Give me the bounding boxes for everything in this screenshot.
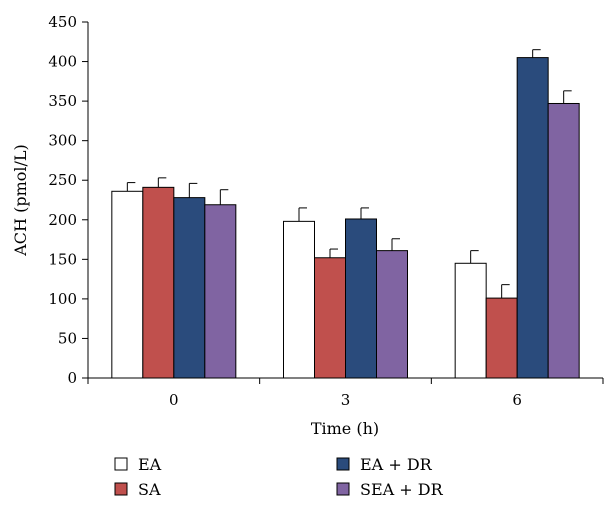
bar xyxy=(173,197,206,379)
plot-area xyxy=(111,49,580,379)
y-tick-label: 150 xyxy=(48,250,77,268)
bar xyxy=(485,297,518,379)
legend: EA SA EA + DR SEA + DR xyxy=(114,455,444,499)
legend-label: EA xyxy=(138,455,162,474)
bar xyxy=(454,262,487,379)
y-tick-label: 100 xyxy=(48,290,77,308)
legend-label: SEA + DR xyxy=(360,480,444,499)
y-tick-label: 250 xyxy=(48,171,77,189)
bar xyxy=(283,220,315,379)
y-tick-label: 50 xyxy=(58,329,77,347)
legend-swatch xyxy=(114,482,128,496)
x-tick-label: 6 xyxy=(512,391,522,409)
y-tick-label: 300 xyxy=(48,132,77,150)
y-tick-label: 400 xyxy=(48,53,77,71)
legend-label: EA + DR xyxy=(360,455,433,474)
bar xyxy=(111,190,144,379)
y-tick-label: 450 xyxy=(48,13,77,31)
bar xyxy=(142,186,175,379)
bar xyxy=(345,218,377,379)
bar xyxy=(314,257,346,379)
legend-label: SA xyxy=(138,480,161,499)
x-tick-label: 0 xyxy=(169,391,179,409)
y-axis-ticks: 0 50 100 150 200 250 300 350 400 450 xyxy=(48,13,88,387)
x-axis-ticks: 0 3 6 xyxy=(87,378,604,409)
y-tick-label: 0 xyxy=(67,369,77,387)
bar xyxy=(204,204,237,379)
x-axis-title: Time (h) xyxy=(311,419,379,438)
bar xyxy=(516,57,549,379)
x-tick-label: 3 xyxy=(341,391,351,409)
legend-swatch xyxy=(336,482,350,496)
bar xyxy=(376,250,408,379)
y-tick-label: 200 xyxy=(48,211,77,229)
legend-swatch xyxy=(114,457,128,471)
y-axis-title: ACH (pmol/L) xyxy=(11,144,30,257)
bar xyxy=(547,102,580,379)
y-tick-label: 350 xyxy=(48,92,77,110)
legend-swatch xyxy=(336,457,350,471)
